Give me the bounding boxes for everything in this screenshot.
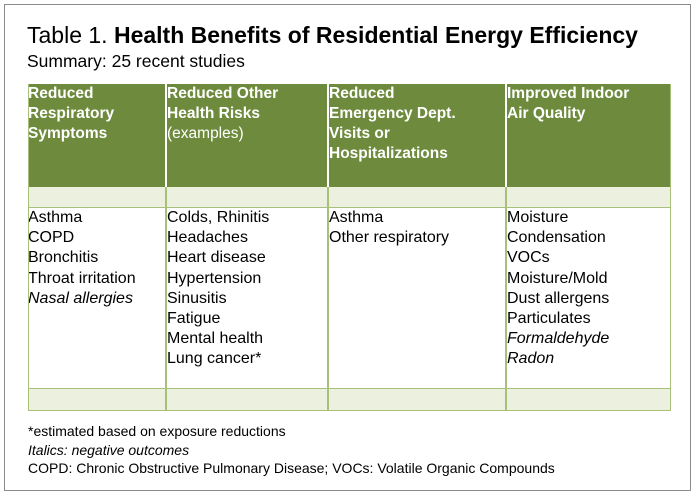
column-header-text: Visits or bbox=[329, 125, 390, 142]
column-header-text: Reduced bbox=[329, 85, 395, 102]
benefits-table: Reduced Respiratory Symptoms Reduced Other… bbox=[28, 84, 671, 410]
list-item: Particulates bbox=[507, 310, 591, 328]
table-title: Table 1. Health Benefits of Residential … bbox=[27, 22, 638, 49]
list-item: Headaches bbox=[167, 229, 248, 247]
list-item: Colds, Rhinitis bbox=[167, 209, 270, 226]
body-row: Asthma COPD Bronchitis Throat irritation Nas… bbox=[28, 207, 671, 389]
column-cell: Asthma Other respiratory bbox=[327, 207, 506, 389]
list-item: Moisture bbox=[507, 209, 569, 226]
spacer-row-top bbox=[28, 187, 671, 208]
column-header: Reduced Other Health Risks (examples) bbox=[165, 84, 328, 187]
column-cell: Asthma COPD Bronchitis Throat irritation Nas… bbox=[28, 208, 166, 389]
list-item: Mental health bbox=[167, 330, 264, 348]
list-item: VOCs bbox=[507, 249, 550, 267]
table-frame bbox=[4, 4, 691, 491]
column-header-text: Reduced bbox=[28, 85, 94, 102]
spacer-row-bottom bbox=[28, 388, 671, 410]
footnote: *estimated based on exposure reductions bbox=[28, 423, 286, 439]
list-item: Nasal allergies bbox=[28, 289, 133, 307]
list-item: Moisture/Mold bbox=[507, 269, 608, 287]
column-cell: Colds, Rhinitis Headaches Heart disease Hyp… bbox=[165, 207, 328, 389]
column-header-text: Air Quality bbox=[507, 105, 586, 122]
footnote: COPD: Chronic Obstructive Pulmonary Dise… bbox=[28, 460, 555, 476]
column-header: Reduced Respiratory Symptoms bbox=[28, 84, 166, 187]
column-cell: Moisture Condensation VOCs Moisture/Mold Dus… bbox=[505, 207, 671, 389]
table-subtitle: Summary: 25 recent studies bbox=[27, 51, 245, 71]
column-header-text: Reduced Other bbox=[167, 85, 279, 102]
list-item: Formaldehyde bbox=[507, 330, 610, 348]
list-item: Asthma bbox=[329, 209, 384, 226]
column-header-text: Emergency Dept. bbox=[329, 105, 456, 122]
list-item: Sinusitis bbox=[167, 289, 227, 307]
column-header-text: Improved Indoor bbox=[507, 85, 630, 102]
list-item: Fatigue bbox=[167, 310, 221, 328]
table-title-prefix: Table 1. bbox=[27, 22, 108, 48]
list-item: Radon bbox=[507, 350, 555, 368]
column-header: Reduced Emergency Dept. Visits or Hospitali… bbox=[327, 84, 506, 187]
list-item: Other respiratory bbox=[329, 229, 450, 247]
column-header: Improved Indoor Air Quality bbox=[505, 84, 671, 187]
column-header-text: Health Risks bbox=[167, 105, 261, 122]
list-item: Throat irritation bbox=[28, 269, 136, 287]
list-item: Condensation bbox=[507, 229, 606, 247]
header-row: Reduced Respiratory Symptoms Reduced Other… bbox=[28, 84, 671, 187]
column-header-text: Hospitalizations bbox=[329, 145, 448, 162]
footnote: Italics: negative outcomes bbox=[28, 441, 190, 458]
column-header-text: Symptoms bbox=[28, 125, 108, 142]
list-item: Dust allergens bbox=[507, 289, 610, 307]
list-item: Bronchitis bbox=[28, 249, 99, 267]
list-item: Lung cancer* bbox=[167, 350, 262, 368]
list-item: Hypertension bbox=[167, 269, 262, 287]
table-title-main: Health Benefits of Residential Energy Ef… bbox=[113, 22, 638, 48]
footnotes: *estimated based on exposure reductions … bbox=[28, 422, 555, 478]
list-item: Asthma bbox=[28, 209, 83, 226]
list-item: COPD bbox=[28, 229, 75, 247]
column-header-text: Respiratory bbox=[28, 105, 115, 122]
column-header-note: (examples) bbox=[167, 125, 244, 142]
list-item: Heart disease bbox=[167, 249, 266, 267]
